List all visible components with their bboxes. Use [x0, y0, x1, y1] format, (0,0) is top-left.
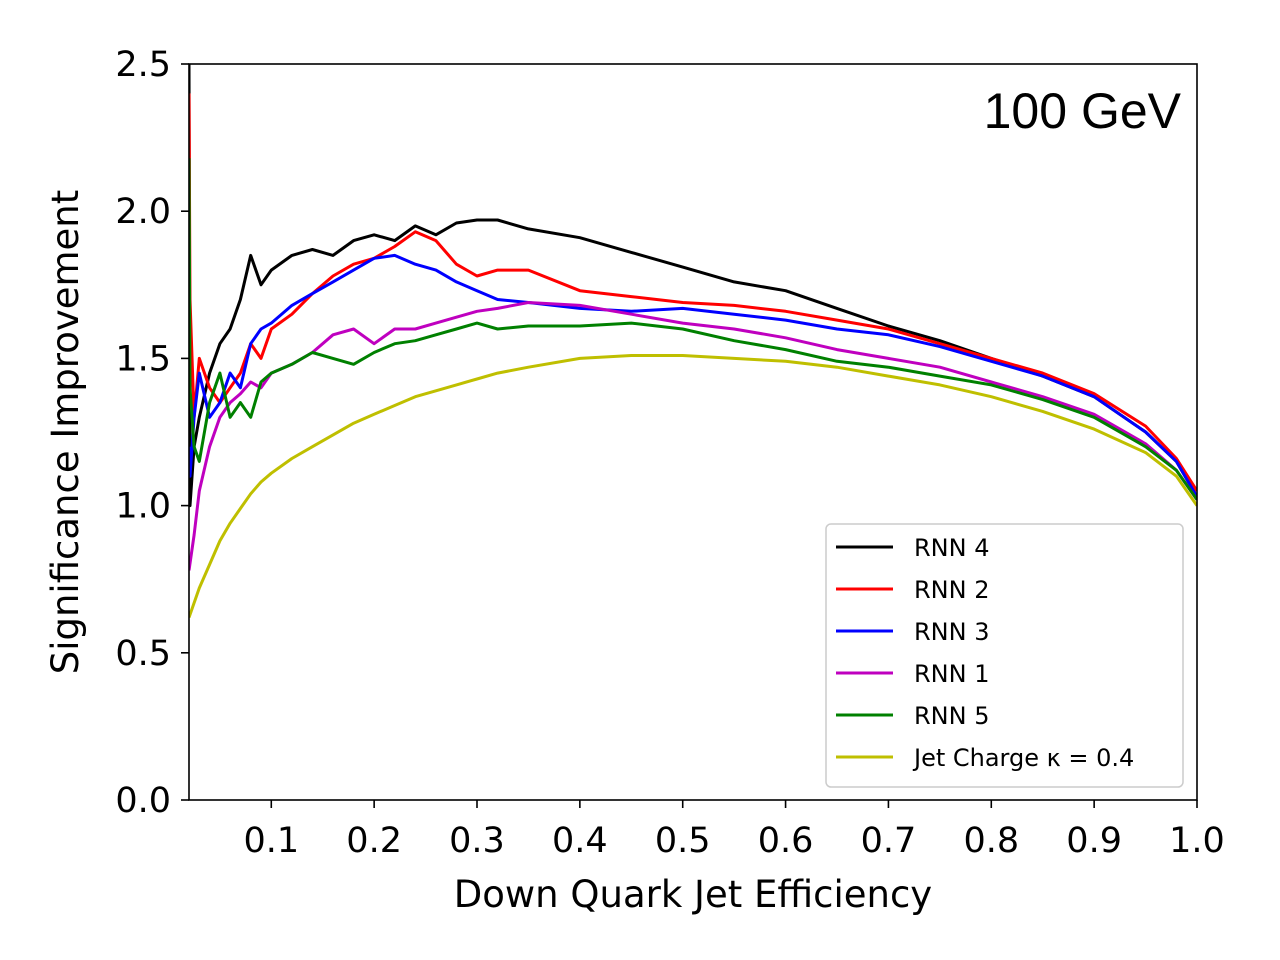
y-tick-label: 2.0: [115, 192, 171, 232]
y-tick-label: 1.0: [115, 487, 171, 527]
legend-label: RNN 3: [914, 618, 989, 646]
energy-annotation: 100 GeV: [984, 83, 1182, 139]
y-tick-label: 2.5: [115, 45, 171, 85]
y-tick-label: 1.5: [115, 339, 171, 379]
x-tick-label: 0.4: [552, 821, 608, 861]
x-tick-label: 0.8: [963, 821, 1019, 861]
series-line-4: [189, 301, 1197, 571]
x-tick-label: 0.1: [243, 821, 299, 861]
legend-label: RNN 5: [914, 702, 989, 730]
series-layer: [189, 64, 1197, 618]
series-line-3: [189, 253, 1197, 498]
legend-label: RNN 1: [914, 660, 989, 688]
x-tick-label: 1.0: [1169, 821, 1225, 861]
x-tick-label: 0.5: [655, 821, 711, 861]
x-tick-label: 0.9: [1066, 821, 1122, 861]
series-line-6: [189, 354, 1197, 618]
legend-label: Jet Charge κ = 0.4: [912, 744, 1134, 772]
legend: RNN 4 RNN 2 RNN 3 RNN 1 RNN 5 Jet Charge κ = …: [825, 523, 1184, 788]
legend-frame: [825, 523, 1184, 788]
series-line-5: [189, 158, 1197, 501]
y-tick-label: 0.5: [115, 634, 171, 674]
series-line-2: [189, 93, 1197, 492]
x-tick-label: 0.3: [449, 821, 505, 861]
ticks-layer: 0.1 0.2 0.3 0.4 0.5 0.6 0.7 0.8 0.9 1.0 0.0 0.5 1.0 1…: [115, 45, 1225, 861]
legend-label: RNN 4: [914, 534, 989, 562]
x-tick-label: 0.7: [861, 821, 917, 861]
x-tick-label: 0.2: [346, 821, 402, 861]
y-axis-title: Significance Improvement: [44, 190, 87, 675]
series-line-1: [189, 64, 1197, 508]
x-tick-label: 0.6: [758, 821, 814, 861]
plot-frame: [188, 63, 1198, 801]
x-axis-title: Down Quark Jet Efficiency: [454, 873, 932, 916]
legend-label: RNN 2: [914, 576, 989, 604]
y-tick-label: 0.0: [115, 781, 171, 821]
